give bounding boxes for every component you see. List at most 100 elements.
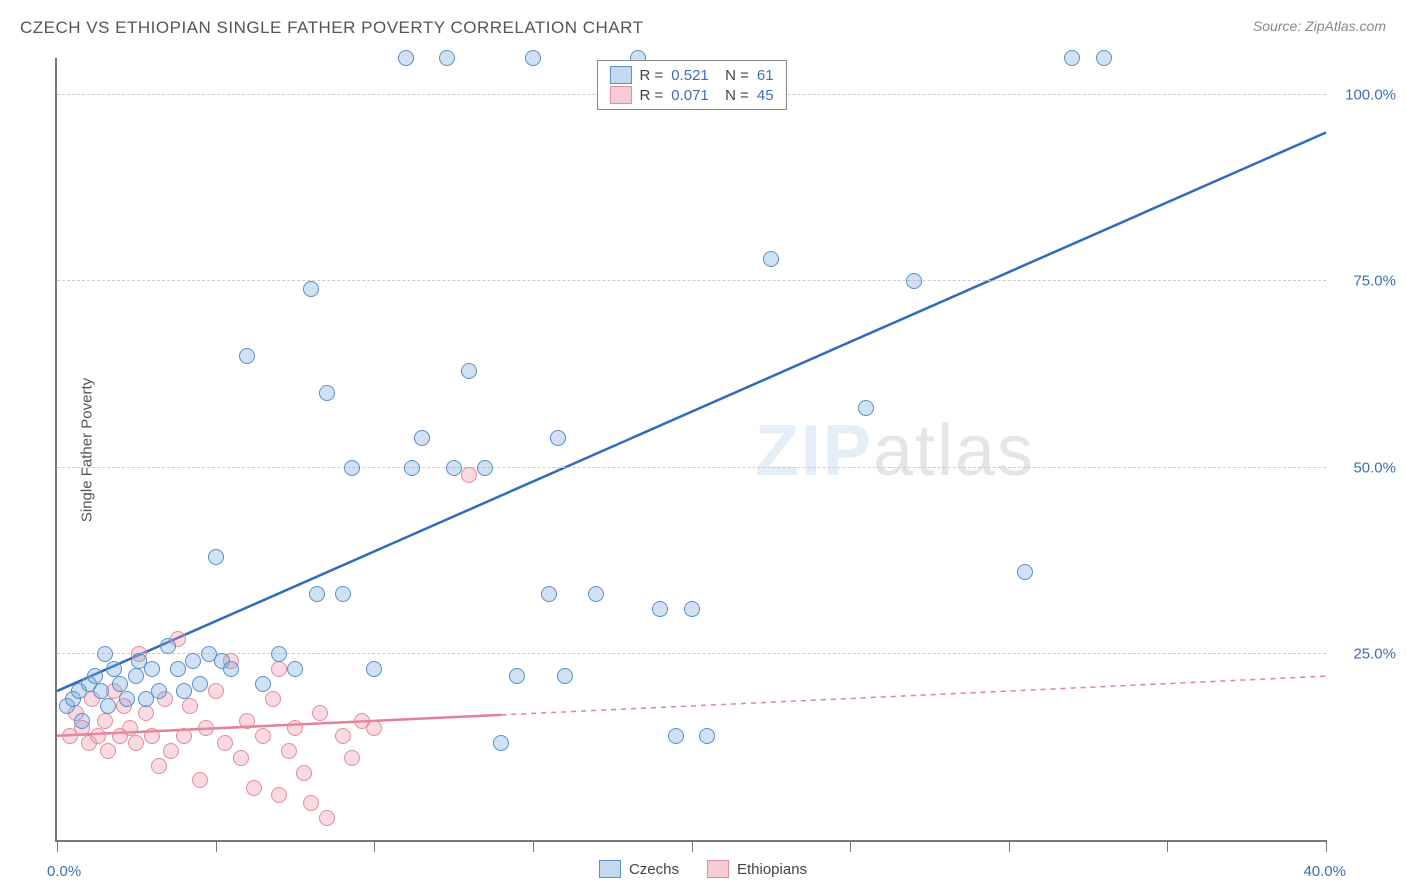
gridline	[57, 467, 1326, 468]
scatter-point	[106, 661, 122, 677]
scatter-point	[287, 661, 303, 677]
legend-czech-r: 0.521	[671, 67, 709, 84]
gridline	[57, 280, 1326, 281]
scatter-point	[1096, 50, 1112, 66]
swatch-ethiopian-icon	[609, 86, 631, 104]
scatter-point	[182, 698, 198, 714]
scatter-point	[151, 683, 167, 699]
scatter-point	[557, 668, 573, 684]
scatter-point	[477, 460, 493, 476]
scatter-point	[906, 273, 922, 289]
scatter-point	[93, 683, 109, 699]
legend-ethiopian-label: Ethiopians	[737, 861, 807, 878]
scatter-point	[122, 720, 138, 736]
scatter-point	[335, 728, 351, 744]
legend-r-label: R =	[639, 67, 663, 84]
scatter-point	[303, 281, 319, 297]
scatter-point	[366, 661, 382, 677]
legend-n-label: N =	[717, 87, 749, 104]
y-tick-label: 50.0%	[1353, 459, 1396, 476]
scatter-point	[74, 713, 90, 729]
scatter-point	[144, 661, 160, 677]
scatter-point	[144, 728, 160, 744]
scatter-point	[239, 713, 255, 729]
scatter-point	[699, 728, 715, 744]
scatter-point	[525, 50, 541, 66]
watermark-bold: ZIP	[755, 411, 873, 491]
scatter-point	[217, 735, 233, 751]
scatter-point	[446, 460, 462, 476]
scatter-point	[309, 586, 325, 602]
scatter-point	[303, 795, 319, 811]
scatter-point	[541, 586, 557, 602]
scatter-point	[296, 765, 312, 781]
x-tick	[1167, 840, 1168, 852]
scatter-point	[668, 728, 684, 744]
scatter-point	[160, 638, 176, 654]
source-attribution: Source: ZipAtlas.com	[1253, 18, 1386, 34]
scatter-point	[1017, 564, 1033, 580]
scatter-point	[271, 661, 287, 677]
swatch-ethiopian-icon	[707, 860, 729, 878]
scatter-point	[461, 363, 477, 379]
scatter-point	[90, 728, 106, 744]
swatch-czech-icon	[599, 860, 621, 878]
scatter-point	[128, 668, 144, 684]
chart-title: CZECH VS ETHIOPIAN SINGLE FATHER POVERTY…	[20, 18, 643, 38]
scatter-point	[366, 720, 382, 736]
scatter-point	[271, 787, 287, 803]
legend-item-ethiopian: Ethiopians	[707, 860, 807, 878]
scatter-point	[246, 780, 262, 796]
scatter-point	[652, 601, 668, 617]
scatter-point	[312, 705, 328, 721]
scatter-point	[170, 661, 186, 677]
scatter-point	[404, 460, 420, 476]
series-legend: Czechs Ethiopians	[599, 860, 807, 878]
scatter-point	[344, 460, 360, 476]
scatter-point	[100, 698, 116, 714]
x-tick	[692, 840, 693, 852]
x-tick	[57, 840, 58, 852]
swatch-czech-icon	[609, 66, 631, 84]
scatter-point	[97, 646, 113, 662]
x-tick	[1326, 840, 1327, 852]
scatter-point	[87, 668, 103, 684]
scatter-point	[414, 430, 430, 446]
scatter-point	[255, 676, 271, 692]
scatter-point	[233, 750, 249, 766]
scatter-point	[119, 691, 135, 707]
scatter-point	[763, 251, 779, 267]
x-max-label: 40.0%	[1303, 863, 1346, 880]
legend-czech-label: Czechs	[629, 861, 679, 878]
scatter-point	[97, 713, 113, 729]
scatter-point	[319, 385, 335, 401]
scatter-point	[223, 661, 239, 677]
x-tick	[533, 840, 534, 852]
legend-ethiopian-r: 0.071	[671, 87, 709, 104]
scatter-point	[239, 348, 255, 364]
legend-row-czech: R = 0.521 N = 61	[609, 65, 773, 85]
legend-r-label: R =	[639, 87, 663, 104]
scatter-point	[287, 720, 303, 736]
x-tick	[1009, 840, 1010, 852]
chart-area: Single Father Poverty ZIPatlas R = 0.521…	[55, 58, 1326, 842]
legend-row-ethiopian: R = 0.071 N = 45	[609, 85, 773, 105]
scatter-point	[439, 50, 455, 66]
legend-ethiopian-n: 45	[757, 87, 774, 104]
plot-area: ZIPatlas R = 0.521 N = 61 R = 0.071 N = …	[55, 58, 1326, 842]
correlation-legend: R = 0.521 N = 61 R = 0.071 N = 45	[596, 60, 786, 110]
x-tick	[850, 840, 851, 852]
scatter-point	[319, 810, 335, 826]
watermark: ZIPatlas	[755, 410, 1035, 492]
legend-czech-n: 61	[757, 67, 774, 84]
scatter-point	[461, 467, 477, 483]
scatter-point	[684, 601, 700, 617]
scatter-point	[858, 400, 874, 416]
y-tick-label: 100.0%	[1345, 87, 1396, 104]
scatter-point	[192, 676, 208, 692]
scatter-point	[128, 735, 144, 751]
scatter-point	[1064, 50, 1080, 66]
scatter-point	[208, 549, 224, 565]
scatter-point	[151, 758, 167, 774]
x-tick	[374, 840, 375, 852]
